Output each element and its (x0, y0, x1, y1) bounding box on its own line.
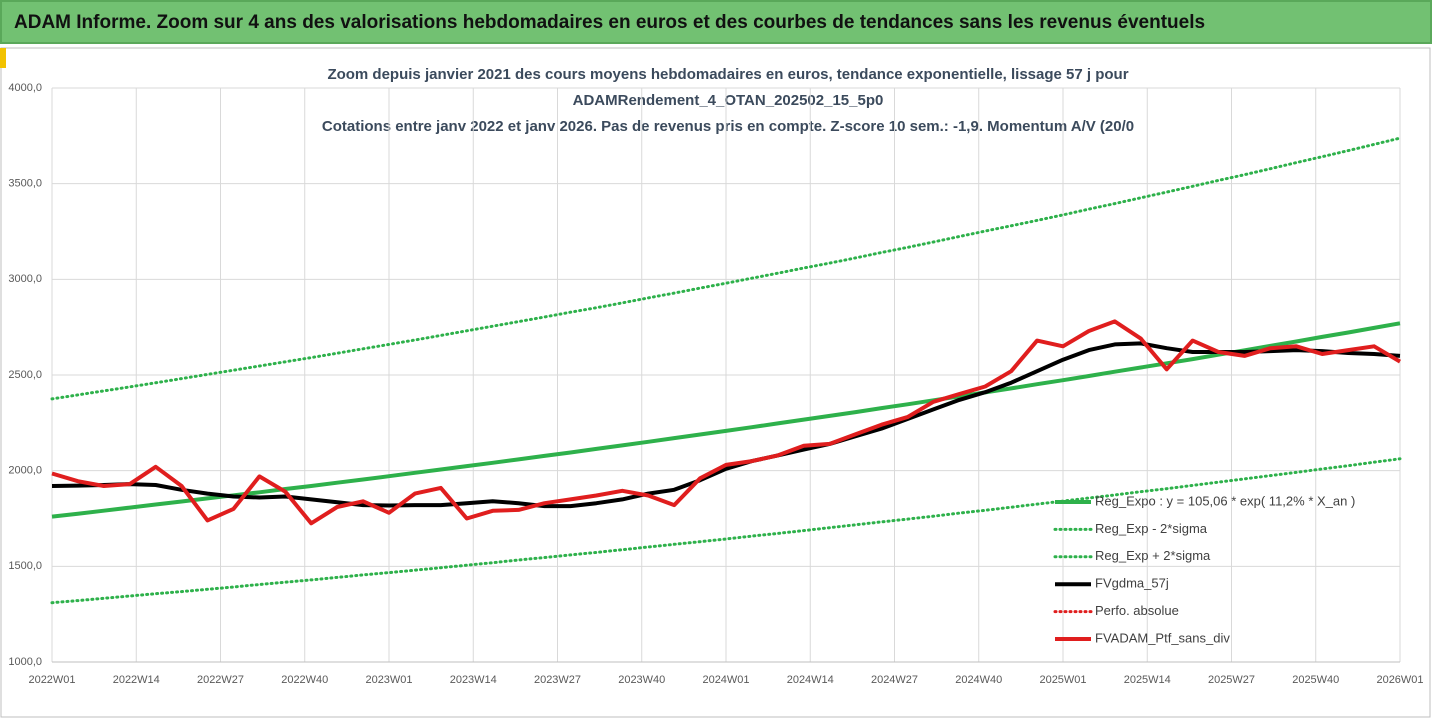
series-line (51, 319, 1402, 526)
x-tick-label: 2025W14 (1124, 674, 1171, 686)
chart-title: ADAMRendement_4_OTAN_202502_15_5p0 (573, 92, 884, 109)
x-tick-label: 2022W27 (197, 674, 244, 686)
x-tick-label: 2023W40 (618, 674, 665, 686)
x-tick-label: 2025W01 (1039, 674, 1086, 686)
chart-frame (0, 47, 1431, 718)
legend-label: Reg_Exp + 2*sigma (1095, 548, 1211, 563)
x-tick-label: 2024W27 (871, 674, 918, 686)
legend-label: Reg_Exp - 2*sigma (1095, 521, 1208, 536)
x-tick-label: 2024W01 (702, 674, 749, 686)
y-tick-label: 2500,0 (8, 369, 42, 381)
legend-label: Reg_Expo : y = 105,06 * exp( 11,2% * X_a… (1095, 493, 1355, 508)
x-tick-label: 2025W27 (1208, 674, 1255, 686)
series-line (51, 341, 1401, 509)
x-tick-label: 2023W01 (365, 674, 412, 686)
x-tick-label: 2025W40 (1292, 674, 1339, 686)
series-line (50, 457, 1402, 605)
y-tick-label: 1000,0 (8, 656, 42, 668)
x-tick-label: 2024W14 (787, 674, 834, 686)
series-line (50, 136, 1402, 401)
legend-label: FVADAM_Ptf_sans_div (1095, 630, 1230, 645)
y-tick-label: 4000,0 (8, 82, 42, 94)
chart-title: Zoom depuis janvier 2021 des cours moyen… (327, 66, 1128, 83)
legend-label: Perfo. absolue (1095, 603, 1179, 618)
x-tick-label: 2022W01 (28, 674, 75, 686)
x-tick-label: 2022W40 (281, 674, 328, 686)
y-tick-label: 3500,0 (8, 178, 42, 190)
x-tick-label: 2023W14 (450, 674, 497, 686)
x-tick-label: 2023W27 (534, 674, 581, 686)
x-tick-label: 2022W14 (113, 674, 160, 686)
x-tick-label: 2024W40 (955, 674, 1002, 686)
x-tick-label: 2026W01 (1376, 674, 1423, 686)
y-tick-label: 3000,0 (8, 273, 42, 285)
y-tick-label: 2000,0 (8, 465, 42, 477)
chart-title: Cotations entre janv 2022 et janv 2026. … (322, 118, 1134, 135)
corner-accent (0, 48, 6, 68)
chart: Zoom depuis janvier 2021 des cours moyen… (0, 47, 1431, 718)
header-title: ADAM Informe. Zoom sur 4 ans des valoris… (0, 0, 1432, 44)
legend-label: FVgdma_57j (1095, 576, 1169, 591)
y-tick-label: 1500,0 (8, 560, 42, 572)
